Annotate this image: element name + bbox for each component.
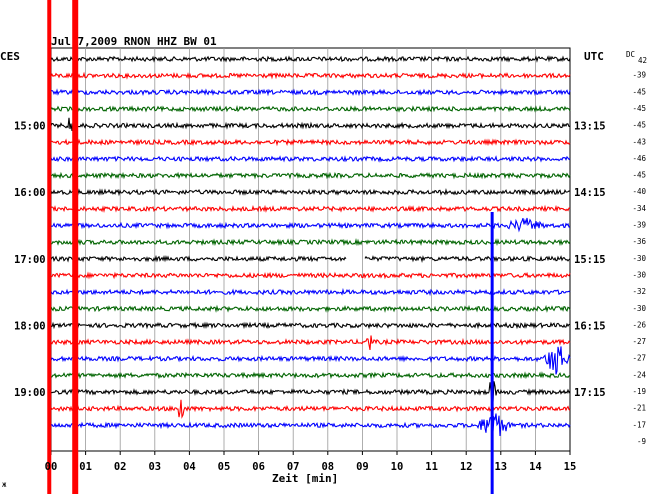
x-tick-label: 04: [183, 461, 196, 473]
trace-row-21: [50, 399, 571, 419]
x-tick-label: 12: [460, 461, 473, 473]
dc-value: -40: [632, 187, 646, 196]
left-timezone-label: CES: [0, 50, 20, 63]
dc-value: -9: [637, 437, 646, 446]
x-tick-label: 10: [391, 461, 404, 473]
right-time-label: 15:15: [574, 254, 606, 266]
dc-value: -30: [632, 254, 646, 263]
dc-value: -45: [632, 104, 646, 113]
x-tick-label: 11: [425, 461, 438, 473]
trace-row-18: [50, 346, 571, 375]
x-tick-label: 02: [114, 461, 127, 473]
plot-title: Jul 7,2009 RNON HHZ BW 01: [51, 35, 217, 48]
left-time-label: 18:00: [14, 320, 46, 332]
x-tick-label: 06: [252, 461, 265, 473]
x-tick-label: 08: [321, 461, 334, 473]
dc-value: -36: [632, 237, 646, 246]
dc-value: -27: [632, 337, 646, 346]
x-tick-label: 14: [529, 461, 542, 473]
x-tick-label: 03: [148, 461, 161, 473]
trace-row-1: [50, 71, 571, 80]
trace-row-17: [50, 335, 571, 351]
seismogram-traces: [50, 55, 571, 437]
dc-value: -24: [632, 370, 646, 379]
trace-row-11: [50, 238, 571, 247]
trace-row-13: [50, 271, 571, 280]
dc-value: -45: [632, 87, 646, 96]
dc-value: -30: [632, 270, 646, 279]
left-time-label: 16:00: [14, 187, 46, 199]
dc-column-header: DC: [626, 50, 635, 59]
dc-value: -32: [632, 287, 646, 296]
dc-value: -45: [632, 171, 646, 180]
trace-row-19: [50, 371, 571, 380]
trace-row-2: [50, 88, 571, 97]
x-tick-label: 09: [356, 461, 369, 473]
right-time-label: 17:15: [574, 387, 606, 399]
vertical-markers: [47, 0, 494, 494]
x-tick-label: 15: [564, 461, 577, 473]
x-axis-label: Zeit [min]: [272, 472, 338, 485]
dc-value: -39: [632, 71, 646, 80]
trace-row-12: [50, 254, 571, 263]
left-time-label: 19:00: [14, 387, 46, 399]
dc-value: -19: [632, 387, 646, 396]
left-time-label: 15:00: [14, 121, 46, 133]
trace-row-10: [50, 217, 571, 233]
trace-row-4: [50, 117, 570, 131]
trace-row-16: [50, 321, 571, 330]
x-tick-label: 01: [79, 461, 92, 473]
trace-row-3: [50, 104, 571, 113]
dc-value: -21: [632, 404, 646, 413]
right-time-label: 13:15: [574, 121, 606, 133]
dc-value: -30: [632, 304, 646, 313]
dc-value: -27: [632, 354, 646, 363]
trace-row-20: [50, 381, 571, 408]
left-time-label: 17:00: [14, 254, 46, 266]
trace-row-5: [50, 138, 571, 147]
trace-row-14: [50, 287, 571, 297]
trace-row-6: [50, 155, 571, 163]
right-timezone-label: UTC: [584, 50, 604, 63]
dc-value: -34: [632, 204, 646, 213]
trace-row-0: [50, 55, 571, 63]
x-tick-label: 05: [218, 461, 231, 473]
right-time-label: 14:15: [574, 187, 606, 199]
trace-row-8: [50, 187, 571, 197]
dc-value: -45: [632, 121, 646, 130]
trace-row-7: [50, 171, 571, 180]
x-tick-label: 13: [494, 461, 507, 473]
x-tick-label: 07: [287, 461, 300, 473]
trace-row-22: [50, 413, 571, 437]
plot-grid: [50, 47, 571, 455]
dc-value: -39: [632, 221, 646, 230]
dc-value: -46: [632, 154, 646, 163]
dc-value-row-0: 42: [638, 56, 647, 65]
footer-mark: ж: [2, 480, 7, 489]
dc-value: -43: [632, 137, 646, 146]
dc-value: -17: [632, 420, 646, 429]
x-tick-label: 00: [45, 461, 58, 473]
dc-value: -26: [632, 320, 646, 329]
axis-labels: 00 01 02 03 04 05 06 07 08 09 10 11 12 13 14 15 15:00 16:…: [14, 71, 646, 473]
trace-row-15: [50, 304, 571, 313]
trace-row-9: [50, 204, 571, 214]
right-time-label: 16:15: [574, 320, 606, 332]
